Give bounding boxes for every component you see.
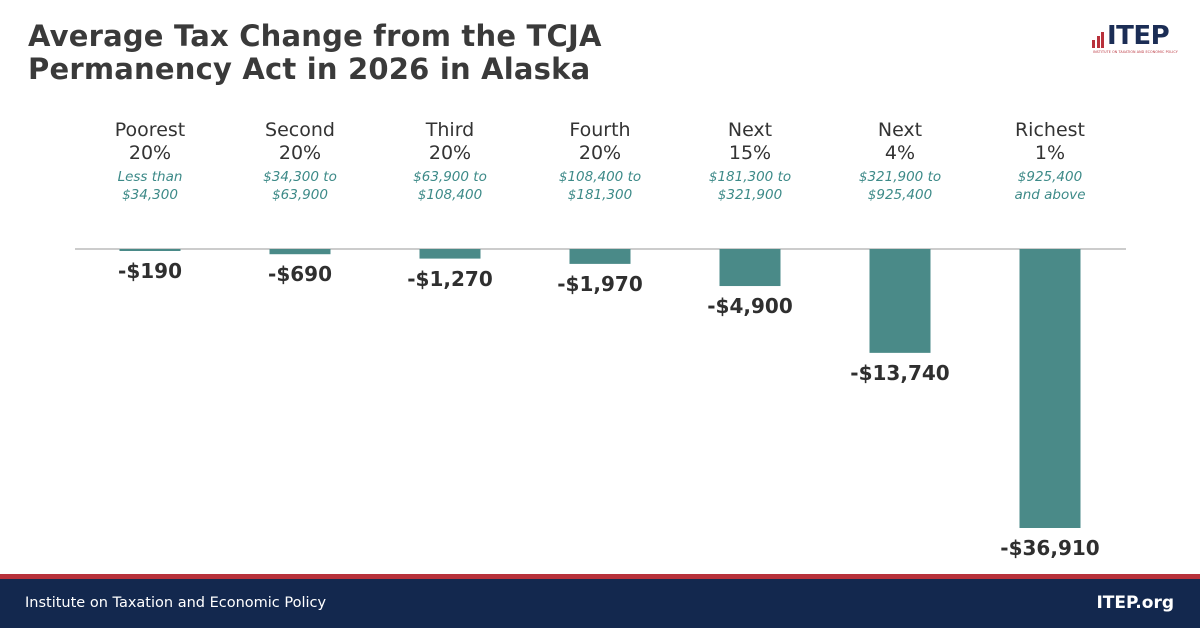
page-title: Average Tax Change from the TCJA Permane… <box>28 20 728 86</box>
footer-accent-stripe <box>0 574 1200 579</box>
itep-logo: ITEP INSTITUTE ON TAXATION AND ECONOMIC … <box>1092 21 1178 56</box>
category-header-3: Third 20% $63,900 to $108,400 <box>375 119 525 204</box>
category-label: Second 20% <box>265 119 335 164</box>
logo-wordmark: ITEP <box>1107 21 1170 51</box>
footer-website-link[interactable]: ITEP.org <box>1096 593 1174 613</box>
chart-bar-4 <box>569 249 631 264</box>
category-income-range: $34,300 to $63,900 <box>263 169 337 203</box>
category-header-4: Fourth 20% $108,400 to $181,300 <box>525 119 675 204</box>
footer-bar: Institute on Taxation and Economic Polic… <box>0 579 1200 628</box>
category-label: Third 20% <box>425 119 475 164</box>
title-line-2: Permanency Act in 2026 in Alaska <box>28 52 591 86</box>
category-income-range: Less than $34,300 <box>117 169 183 203</box>
category-header-5: Next 15% $181,300 to $321,900 <box>675 119 825 204</box>
bar-value-label-3: -$1,270 <box>407 266 493 291</box>
bar-value-label-2: -$690 <box>268 262 332 287</box>
bar-value-label-1: -$190 <box>118 259 182 283</box>
category-label: Next 4% <box>877 119 923 164</box>
category-header-6: Next 4% $321,900 to $925,400 <box>825 119 975 204</box>
chart-bar-3 <box>419 249 481 259</box>
category-income-range: $925,400 and above <box>1014 169 1086 203</box>
chart-bar-5 <box>719 249 781 287</box>
bar-value-label-7: -$36,910 <box>1000 536 1100 560</box>
footer-org-name: Institute on Taxation and Economic Polic… <box>25 595 327 611</box>
category-label: Poorest 20% <box>114 119 186 164</box>
chart-plot-area <box>75 248 1126 528</box>
chart-bar-1 <box>119 249 181 251</box>
bar-value-label-5: -$4,900 <box>707 294 793 319</box>
logo-subtitle: INSTITUTE ON TAXATION AND ECONOMIC POLIC… <box>1093 50 1178 54</box>
chart-bar-6 <box>869 249 931 353</box>
category-income-range: $181,300 to $321,900 <box>708 169 792 203</box>
category-label: Richest 1% <box>1014 119 1085 164</box>
chart-bar-7 <box>1019 249 1081 528</box>
category-label: Next 15% <box>727 119 773 164</box>
category-header-2: Second 20% $34,300 to $63,900 <box>225 119 375 204</box>
bar-value-label-6: -$13,740 <box>850 360 950 385</box>
category-income-range: $108,400 to $181,300 <box>558 169 642 203</box>
category-header-7: Richest 1% $925,400 and above <box>975 119 1125 204</box>
bar-value-label-4: -$1,970 <box>557 271 643 296</box>
category-income-range: $63,900 to $108,400 <box>413 169 487 203</box>
tax-change-bar-chart: Poorest 20% Less than $34,300 -$190 Second … <box>75 119 1126 560</box>
bar-chart-icon <box>1092 28 1108 48</box>
category-income-range: $321,900 to $925,400 <box>858 169 942 203</box>
category-label: Fourth 20% <box>569 119 631 164</box>
chart-bar-2 <box>269 249 331 255</box>
category-header-1: Poorest 20% Less than $34,300 <box>75 119 225 204</box>
title-line-1: Average Tax Change from the TCJA <box>28 19 602 53</box>
